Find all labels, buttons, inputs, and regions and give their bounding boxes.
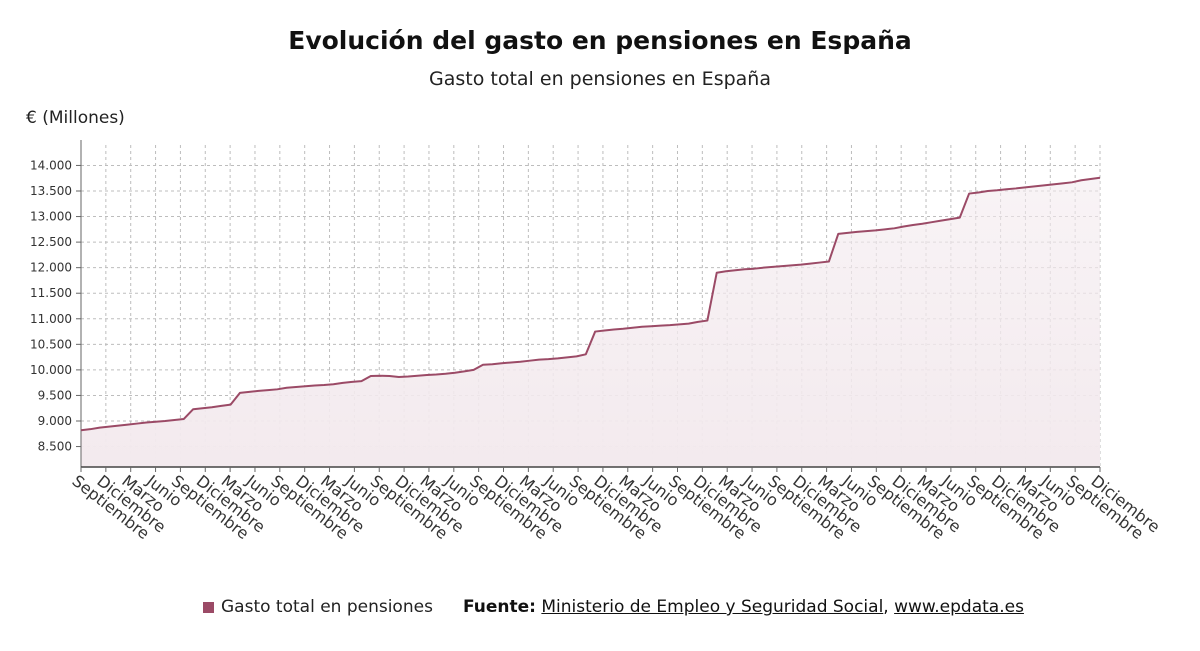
x-axis-ticks: SeptiembreDiciembreMarzoJunioSeptiembreD… — [69, 467, 1164, 543]
y-tick-label: 10.000 — [30, 363, 72, 377]
y-tick-label: 13.000 — [30, 210, 72, 224]
legend-label: Gasto total en pensiones — [221, 597, 433, 617]
legend[interactable]: Gasto total en pensiones — [203, 597, 433, 617]
legend-swatch — [203, 601, 214, 613]
y-tick-label: 12.500 — [30, 235, 72, 249]
y-tick-label: 8.500 — [38, 440, 72, 454]
source-org-link[interactable]: Ministerio de Empleo y Seguridad Social — [541, 597, 884, 617]
y-tick-label: 9.000 — [38, 414, 72, 428]
series-area — [81, 177, 1100, 467]
y-tick-label: 14.000 — [30, 158, 72, 172]
series-area-fill — [81, 177, 1100, 467]
source-label: Fuente: — [463, 597, 536, 617]
source-site-link[interactable]: www.epdata.es — [894, 597, 1024, 617]
y-tick-label: 13.500 — [30, 184, 72, 198]
series-line — [80, 176, 1101, 432]
chart-subtitle: Gasto total en pensiones en España — [429, 68, 771, 90]
chart-title: Evolución del gasto en pensiones en Espa… — [288, 26, 912, 55]
source-credit: Fuente: Ministerio de Empleo y Seguridad… — [463, 597, 1024, 617]
series-line-group — [80, 176, 1101, 432]
y-tick-label: 9.500 — [38, 388, 72, 402]
chart-axes — [80, 140, 1100, 468]
source-separator: , — [883, 597, 889, 617]
y-tick-label: 11.000 — [30, 312, 72, 326]
y-tick-label: 10.500 — [30, 337, 72, 351]
y-tick-label: 11.500 — [30, 286, 72, 300]
y-axis-ticks: 8.500 9.000 9.500 10.000 10.500 11.000 11.500 1… — [30, 158, 81, 454]
y-axis-label: € (Millones) — [26, 108, 125, 128]
y-tick-label: 12.000 — [30, 261, 72, 275]
